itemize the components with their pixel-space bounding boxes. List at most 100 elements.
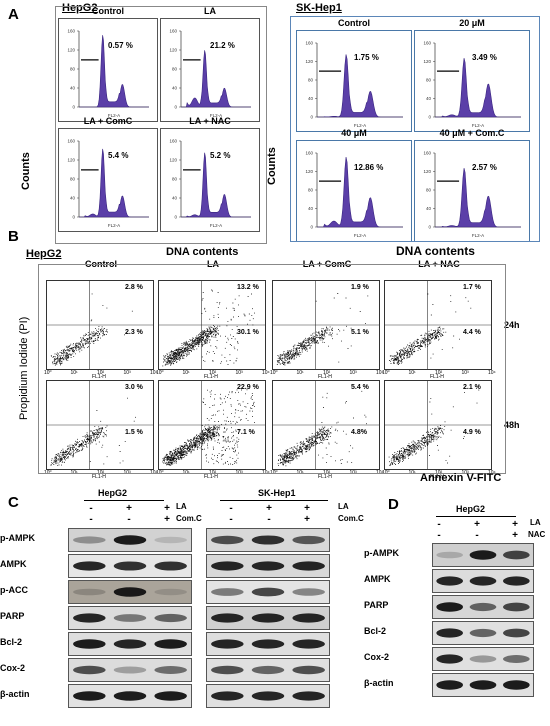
panel-c-hepg2-sign1-0: - <box>89 503 93 514</box>
panel-c-hepg2-blot-1 <box>68 554 192 578</box>
svg-text:80: 80 <box>426 188 432 193</box>
dot-row-time-0: 24h <box>504 320 520 330</box>
panel-d-protein-3: Bcl-2 <box>364 626 387 636</box>
svg-text:120: 120 <box>305 59 313 64</box>
panel-d-blot-2 <box>432 595 534 619</box>
hepg2-hist-0-title: Control <box>92 6 124 16</box>
panel-c-skhep1-blot-6-bands <box>211 691 325 701</box>
panel-b-label: B <box>8 228 19 245</box>
hepg2-hist-0-plot: 0 40 80 120 160 FL2-A <box>67 29 149 118</box>
panel-c-skhep1-blot-2 <box>206 580 330 604</box>
panel-c-hepg2-protein-0: p-AMPK <box>0 533 35 543</box>
svg-text:120: 120 <box>67 158 75 163</box>
panel-d-blot-0-bands <box>436 550 530 560</box>
sk-hist-0-plot: 0 40 80 120 160 FL2-A <box>305 41 403 128</box>
panel-c-hepg2-sign2-2: + <box>164 514 170 525</box>
panel-c-treat1-label-sk: LA <box>338 502 349 511</box>
dot-plot-0-1-xtick-0: 10⁰ <box>156 370 164 376</box>
panel-c-hepg2-blot-6-bands <box>73 691 187 701</box>
dot-plot-1-1-upper: 22.9 % <box>237 384 259 391</box>
panel-c-label: C <box>8 494 19 511</box>
svg-text:FL2-A: FL2-A <box>472 233 484 238</box>
panel-d-treat2-label: NAC <box>528 530 546 539</box>
svg-text:40: 40 <box>308 96 314 101</box>
dot-plot-0-2-xlabel: FL1-H <box>318 374 332 380</box>
panel-c-hepg2-blot-0 <box>68 528 192 552</box>
dot-plot-0-1-xtick-4: 10⁴ <box>262 370 270 376</box>
dot-plot-1-3-xlabel: FL1-H <box>430 474 444 480</box>
hepg2-hist-0-pct: 0.57 % <box>108 41 133 51</box>
sk-hist-1-pct: 3.49 % <box>472 53 497 62</box>
sk-hist-2-title: 40 μM <box>341 128 367 138</box>
svg-text:160: 160 <box>169 29 177 34</box>
panel-c-skhep1-blot-4 <box>206 632 330 656</box>
dot-plot-0-1-xtick-1: 10¹ <box>182 370 190 376</box>
panel-c-skhep1-blot-0 <box>206 528 330 552</box>
dot-plot-0-2-lower: 5.1 % <box>351 329 369 336</box>
panel-c-skhep1-blot-3 <box>206 606 330 630</box>
svg-text:120: 120 <box>169 158 177 163</box>
panel-c-skhep1-blot-6 <box>206 684 330 708</box>
dot-plot-0-0-lower: 2.3 % <box>125 329 143 336</box>
panel-a-skhep1-title: SK-Hep1 <box>296 2 342 14</box>
svg-text:120: 120 <box>67 48 75 53</box>
sk-hist-3-box: 40 μM + Com.C 0 40 80 120 160 FL2-A 2.57 % <box>414 128 530 242</box>
panel-c-treat2-label-sk: Com.C <box>338 514 364 523</box>
dot-plot-1-1-xlabel: FL1-H <box>204 474 218 480</box>
svg-text:0: 0 <box>310 225 313 230</box>
panel-c-hepg2-blot-3 <box>68 606 192 630</box>
panel-c-skhep1-sign2-0: - <box>229 514 233 525</box>
dot-plot-0-0-xlabel: FL1-H <box>92 374 106 380</box>
svg-text:80: 80 <box>70 177 76 182</box>
panel-a-hepg2-title: HepG2 <box>62 2 98 14</box>
panel-a-hepg2-ylabel-wrap: Counts <box>20 150 34 210</box>
dot-plot-0-1: 13.2 % 30.1 % 10⁰ 10¹ 10² 10³ 10⁴ FL1-H <box>156 280 270 380</box>
dot-plot-1-0: 3.0 % 1.5 % 10⁰ 10¹ 10² 10³ 10⁴ FL1-H <box>44 380 158 480</box>
panel-c-treat1-label: LA <box>176 502 187 511</box>
svg-text:160: 160 <box>423 151 431 156</box>
panel-d-sign1-1: + <box>474 519 480 530</box>
svg-text:160: 160 <box>67 139 75 144</box>
panel-c-hepg2-sign1-1: + <box>126 503 132 514</box>
dot-plot-1-3-lower: 4.9 % <box>463 429 481 436</box>
dot-plot-0-2-xtick-4: 10⁴ <box>376 370 384 376</box>
panel-d-blot-5 <box>432 673 534 697</box>
dot-plot-0-3-xtick-1: 10¹ <box>408 370 416 376</box>
panel-c-hepg2-blot-4 <box>68 632 192 656</box>
dot-plot-0-3-xtick-0: 10⁰ <box>382 370 390 376</box>
panel-b-ylabel: Propidium Iodide (PI) <box>18 316 30 420</box>
dot-plot-0-3-xtick-4: 10⁴ <box>488 370 496 376</box>
panel-d-sign2-1: - <box>475 530 479 541</box>
svg-text:120: 120 <box>423 169 431 174</box>
svg-text:120: 120 <box>169 48 177 53</box>
dot-row-time-1: 48h <box>504 420 520 430</box>
dot-plot-0-3: 1.7 % 4.4 % 10⁰ 10¹ 10² 10³ 10⁴ FL1-H <box>382 280 496 380</box>
panel-b-xlabel: Annexin V-FITC <box>420 472 502 484</box>
panel-c-hepg2-blot-6 <box>68 684 192 708</box>
panel-c-skhep1-blot-2-bands <box>211 587 325 597</box>
svg-text:40: 40 <box>172 86 178 91</box>
svg-text:0: 0 <box>174 215 177 220</box>
svg-text:40: 40 <box>426 206 432 211</box>
svg-text:160: 160 <box>305 151 313 156</box>
svg-text:120: 120 <box>423 59 431 64</box>
dot-plot-0-3-lower: 4.4 % <box>463 329 481 336</box>
dot-plot-0-3-xtick-2: 10² <box>435 370 443 376</box>
svg-text:80: 80 <box>70 67 76 72</box>
panel-c-hepg2-protein-2: p-ACC <box>0 585 28 595</box>
sk-hist-3-plot: 0 40 80 120 160 FL2-A <box>423 151 521 238</box>
hepg2-hist-1-plot: 0 40 80 120 160 FL2-A <box>169 29 251 118</box>
dot-plot-0-0-xtick-2: 10² <box>97 370 105 376</box>
dot-plot-0-1-upper: 13.2 % <box>237 284 259 291</box>
panel-c-skhep1-underline <box>220 500 328 501</box>
svg-text:0: 0 <box>428 225 431 230</box>
dot-plot-1-2-svg <box>273 381 379 469</box>
panel-c-hepg2-blot-4-bands <box>73 639 187 649</box>
panel-c-hepg2-protein-5: Cox-2 <box>0 663 26 673</box>
dot-plot-1-1-svg <box>159 381 265 469</box>
panel-a-skhep1-frame <box>290 16 540 242</box>
sk-hist-2-plot: 0 40 80 120 160 FL2-A <box>305 151 403 238</box>
panel-c-hepg2-blot-1-bands <box>73 561 187 571</box>
panel-c-hepg2-sign2-0: - <box>89 514 93 525</box>
panel-b-ylabel-wrap: Propidium Iodide (PI) <box>18 270 32 470</box>
